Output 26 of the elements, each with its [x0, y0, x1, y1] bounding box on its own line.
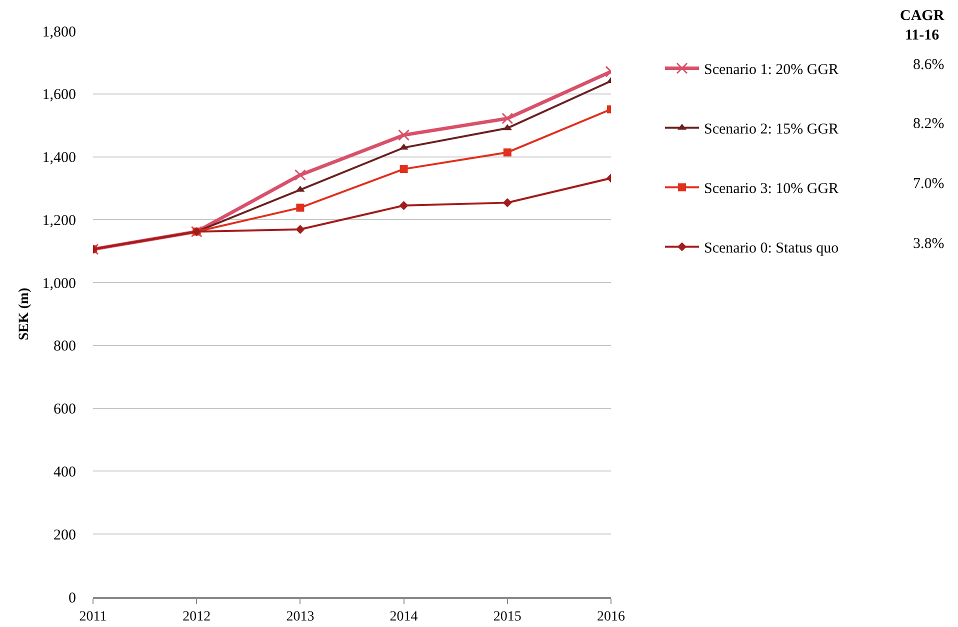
y-tick-label: 1,000: [42, 276, 76, 292]
legend-label: Scenario 3: 10% GGR: [704, 181, 839, 198]
y-tick-label: 800: [54, 338, 76, 355]
y-tick-label: 1,200: [42, 212, 76, 229]
x-tick-label: 2014: [390, 610, 418, 625]
y-axis-title: SEK (m): [16, 287, 32, 340]
x-tick-label: 2012: [182, 610, 211, 625]
y-tick-label: 1,600: [42, 87, 76, 104]
y-tick-label: 1,400: [42, 150, 76, 166]
text: 8.6%: [913, 57, 944, 73]
y-tick-label: 200: [54, 527, 76, 544]
x-tick-label: 2013: [286, 610, 314, 625]
y-tick-label: 600: [54, 402, 76, 418]
y-tick-label: 400: [54, 464, 76, 480]
x-tick-label: 2011: [79, 610, 107, 625]
y-tick-label: 1,800: [42, 24, 76, 40]
text: 3.8%: [913, 236, 944, 252]
legend-label: Scenario 0: Status quo: [704, 240, 839, 257]
y-tick-label: 0: [68, 590, 76, 606]
x-tick-label: 2016: [597, 610, 625, 625]
text: CAGR 11-16: [900, 8, 944, 44]
text: 8.2%: [913, 116, 944, 132]
text: 7.0%: [913, 176, 944, 192]
legend-label: Scenario 2: 15% GGR: [704, 122, 839, 138]
x-tick-label: 2015: [493, 610, 522, 625]
legend-label: Scenario 1: 20% GGR: [704, 62, 839, 78]
